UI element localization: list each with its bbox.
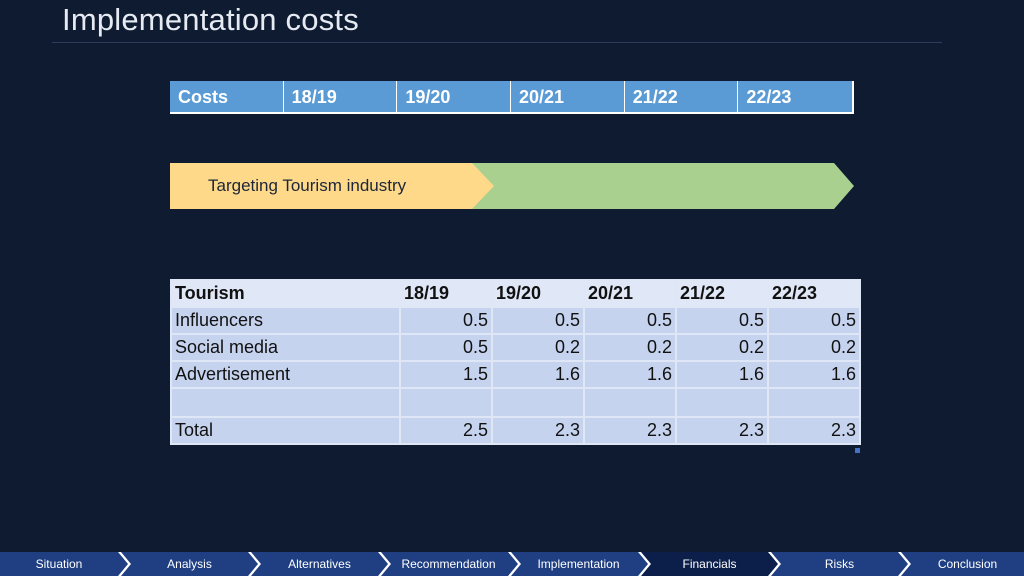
- nav-segment: [381, 552, 518, 576]
- table-cell: 0.2: [767, 333, 861, 362]
- timeline-arrow: [170, 163, 854, 209]
- table-cell: 2.3: [675, 416, 769, 445]
- table-cell: 0.5: [583, 306, 677, 335]
- table-row: Influencers 0.5 0.5 0.5 0.5 0.5: [170, 306, 861, 335]
- table-cell: 0.5: [491, 306, 585, 335]
- table-cell: 2.5: [399, 416, 493, 445]
- table-header-row: Tourism 18/19 19/20 20/21 21/22 22/23: [170, 279, 861, 308]
- costs-header-cell: Costs: [170, 81, 284, 112]
- table-row-total: Total 2.5 2.3 2.3 2.3 2.3: [170, 416, 861, 445]
- table-resize-handle[interactable]: [855, 448, 860, 453]
- costs-header-cell: 22/23: [738, 81, 853, 112]
- table-cell: [170, 387, 401, 418]
- page-title: Implementation costs: [62, 2, 359, 37]
- nav-item-situation[interactable]: Situation: [35, 557, 83, 571]
- table-cell: [583, 387, 677, 418]
- table-cell: [675, 387, 769, 418]
- table-cell: Advertisement: [170, 360, 401, 389]
- table-cell: 1.6: [583, 360, 677, 389]
- table-cell: 1.6: [675, 360, 769, 389]
- table-header-cell: 18/19: [399, 279, 493, 308]
- costs-header-row: Costs 18/19 19/20 20/21 21/22 22/23: [170, 81, 854, 114]
- nav-segment: [251, 552, 388, 576]
- table-cell: Social media: [170, 333, 401, 362]
- table-cell: [399, 387, 493, 418]
- table-cell: 1.6: [491, 360, 585, 389]
- table-cell: Influencers: [170, 306, 401, 335]
- nav-segment: [771, 552, 908, 576]
- nav-segment: [0, 552, 128, 576]
- nav-item-alternatives[interactable]: Alternatives: [288, 557, 351, 571]
- nav-item-risks[interactable]: Risks: [824, 557, 855, 571]
- orange-arrow-segment: [170, 163, 494, 209]
- table-cell: 0.2: [675, 333, 769, 362]
- table-cell: 2.3: [767, 416, 861, 445]
- table-cell: 1.5: [399, 360, 493, 389]
- nav-item-analysis[interactable]: Analysis: [167, 557, 212, 571]
- table-cell: 0.2: [491, 333, 585, 362]
- costs-header-cell: 20/21: [511, 81, 625, 112]
- timeline-banner: Targeting Tourism industry: [170, 163, 854, 209]
- costs-header-cell: 18/19: [283, 81, 398, 112]
- table-cell: 1.6: [767, 360, 861, 389]
- table-cell: 2.3: [491, 416, 585, 445]
- table-cell: 0.2: [583, 333, 677, 362]
- table-cell: 0.5: [675, 306, 769, 335]
- table-header-cell: Tourism: [170, 279, 401, 308]
- nav-item-conclusion[interactable]: Conclusion: [937, 557, 998, 571]
- nav-item-implementation[interactable]: Implementation: [537, 557, 620, 571]
- title-divider: [52, 42, 942, 43]
- costs-header-cell: 21/22: [624, 81, 739, 112]
- table-cell: [767, 387, 861, 418]
- table-row: Advertisement 1.5 1.6 1.6 1.6 1.6: [170, 360, 861, 389]
- nav-segment-active: [641, 552, 778, 576]
- table-row: [170, 387, 861, 418]
- table-header-cell: 22/23: [767, 279, 861, 308]
- table-cell: 0.5: [767, 306, 861, 335]
- table-header-cell: 20/21: [583, 279, 677, 308]
- table-row: Social media 0.5 0.2 0.2 0.2 0.2: [170, 333, 861, 362]
- nav-item-financials[interactable]: Financials: [682, 557, 737, 571]
- table-header-cell: 21/22: [675, 279, 769, 308]
- table-cell: 0.5: [399, 306, 493, 335]
- banner-label: Targeting Tourism industry: [208, 176, 407, 195]
- table-cell: 2.3: [583, 416, 677, 445]
- table-cell: Total: [170, 416, 401, 445]
- tourism-costs-table: Tourism 18/19 19/20 20/21 21/22 22/23 In…: [170, 279, 861, 445]
- green-arrow-segment: [470, 163, 854, 209]
- nav-segment: [511, 552, 648, 576]
- nav-item-recommendation[interactable]: Recommendation: [401, 557, 496, 571]
- table-cell: 0.5: [399, 333, 493, 362]
- nav-chevrons: [0, 552, 1024, 576]
- table-header-cell: 19/20: [491, 279, 585, 308]
- nav-segment: [121, 552, 258, 576]
- nav-segment: [901, 552, 1024, 576]
- section-nav-bar: Situation Analysis Alternatives Recommen…: [0, 552, 1024, 576]
- costs-header-cell: 19/20: [397, 81, 512, 112]
- table-cell: [491, 387, 585, 418]
